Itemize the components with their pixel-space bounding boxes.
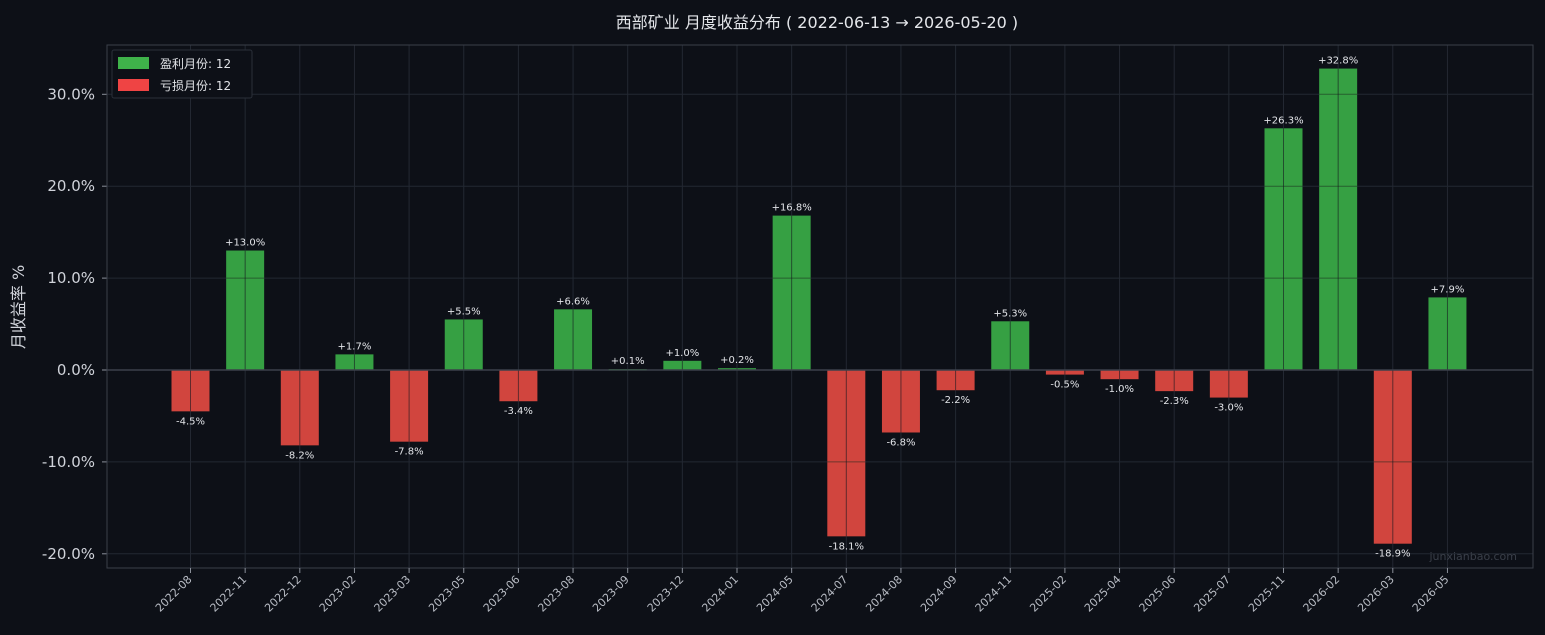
x-tick-label: 2023-09 xyxy=(590,573,632,615)
x-tick-label: 2026-05 xyxy=(1410,573,1452,615)
x-tick-label: 2025-04 xyxy=(1082,573,1124,615)
x-tick-label: 2022-11 xyxy=(208,573,250,615)
bar-value-label: -8.2% xyxy=(285,450,314,461)
bar-value-label: +5.3% xyxy=(993,308,1027,319)
bar-value-label: -18.9% xyxy=(1375,549,1410,560)
y-tick-label: 0.0% xyxy=(57,361,95,379)
bar-value-label: +1.0% xyxy=(665,348,699,359)
bar-value-label: -0.5% xyxy=(1050,380,1079,391)
bar-value-label: -3.0% xyxy=(1214,403,1243,414)
bar-value-label: +0.1% xyxy=(611,356,645,367)
bar-value-label: -2.2% xyxy=(941,395,970,406)
x-tick-label: 2024-08 xyxy=(863,573,905,615)
y-tick-label: -20.0% xyxy=(42,545,95,563)
x-tick-label: 2026-03 xyxy=(1355,573,1397,615)
bar-value-label: +0.2% xyxy=(720,355,754,366)
grid xyxy=(107,45,1533,568)
x-tick-label: 2023-08 xyxy=(535,573,577,615)
x-tick-label: 2025-06 xyxy=(1137,573,1179,615)
y-tick-label: -10.0% xyxy=(42,453,95,471)
bar-value-label: +26.3% xyxy=(1263,115,1303,126)
y-tick-label: 30.0% xyxy=(47,85,95,103)
y-tick-label: 10.0% xyxy=(47,269,95,287)
bar-value-label: +6.6% xyxy=(556,296,590,307)
y-tick-label: 20.0% xyxy=(47,177,95,195)
bar-value-label: +32.8% xyxy=(1318,56,1358,67)
x-tick-label: 2024-07 xyxy=(809,573,851,615)
watermark: junxianbao.com xyxy=(1428,550,1517,563)
x-tick-label: 2024-05 xyxy=(754,573,796,615)
bar-value-label: -3.4% xyxy=(504,406,533,417)
x-tick-label: 2022-08 xyxy=(153,573,195,615)
x-tick-label: 2023-02 xyxy=(317,573,359,615)
x-tick-label: 2023-12 xyxy=(645,573,687,615)
y-axis-label: 月收益率 % xyxy=(9,265,28,349)
bar-value-label: +5.5% xyxy=(447,306,481,317)
x-tick-label: 2022-12 xyxy=(262,573,304,615)
bar-value-label: -2.3% xyxy=(1160,396,1189,407)
bar-value-label: -18.1% xyxy=(829,541,864,552)
x-tick-label: 2025-07 xyxy=(1191,573,1233,615)
x-tick-label: 2024-01 xyxy=(699,573,741,615)
bar-value-label: -4.5% xyxy=(176,416,205,427)
bar-value-label: -1.0% xyxy=(1105,384,1134,395)
x-tick-label: 2024-11 xyxy=(973,573,1015,615)
x-tick-label: 2025-11 xyxy=(1246,573,1288,615)
bar-value-label: -6.8% xyxy=(886,437,915,448)
bar-value-label: -7.8% xyxy=(395,447,424,458)
legend-swatch-loss xyxy=(118,79,149,91)
plot-area xyxy=(107,45,1533,568)
legend: 盈利月份: 12 亏损月份: 12 xyxy=(111,49,253,99)
bar-value-label: +7.9% xyxy=(1431,284,1465,295)
legend-swatch-profit xyxy=(118,57,149,69)
x-tick-label: 2023-05 xyxy=(426,573,468,615)
chart-title: 西部矿业 月度收益分布 ( 2022-06-13 → 2026-05-20 ) xyxy=(616,13,1018,32)
bars: -4.5% +13.0% -8.2% +1.7% -7.8% +5.5% -3.4% +6.6… xyxy=(171,56,1467,560)
bar-value-label: +13.0% xyxy=(225,238,265,249)
legend-label-profit: 盈利月份: 12 xyxy=(160,57,231,71)
legend-label-loss: 亏损月份: 12 xyxy=(160,79,231,93)
plot-frame xyxy=(106,44,1534,569)
x-tick-label: 2023-03 xyxy=(372,573,414,615)
bar-value-label: +1.7% xyxy=(338,341,372,352)
x-tick-label: 2026-02 xyxy=(1301,573,1343,615)
bar-value-label: +16.8% xyxy=(772,203,812,214)
x-tick-label: 2023-06 xyxy=(481,573,523,615)
x-tick-label: 2025-02 xyxy=(1027,573,1069,615)
x-tick-label: 2024-09 xyxy=(918,573,960,615)
